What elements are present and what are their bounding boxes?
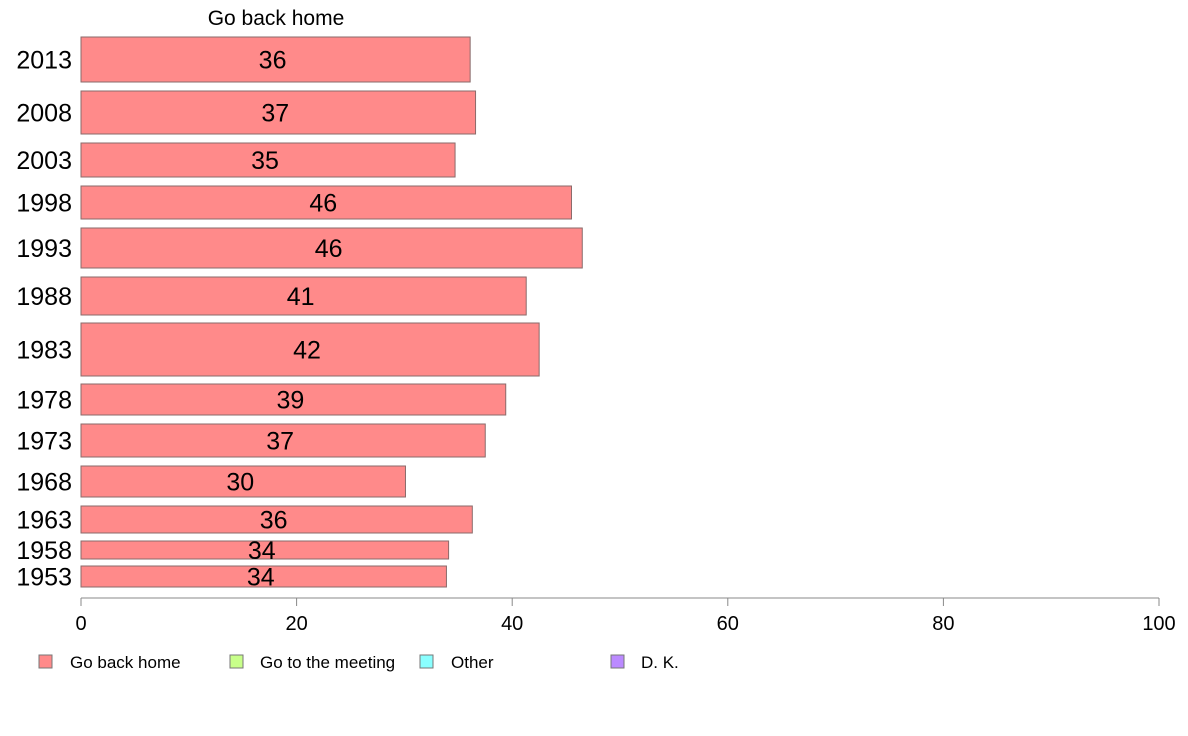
bar-1993 (80, 227, 583, 269)
x-axis: 0 20 40 60 80 100 (75, 597, 1176, 635)
bar-1958 (80, 540, 450, 560)
value-label-1953: 34 (247, 564, 275, 592)
category-label-1973: 1973 (16, 428, 72, 456)
category-label-1958: 1958 (16, 537, 72, 565)
category-label-1998: 1998 (16, 190, 72, 218)
category-label-2003: 2003 (16, 147, 72, 175)
category-label-1963: 1963 (16, 507, 72, 535)
bar-2013 (80, 36, 471, 83)
legend-label: Go to the meeting (260, 653, 395, 672)
category-label-1968: 1968 (16, 469, 72, 497)
value-label-1998: 46 (309, 190, 337, 218)
x-tick-label: 100 (1142, 613, 1175, 635)
value-label-1958: 34 (248, 537, 276, 565)
value-label-1983: 42 (293, 337, 321, 365)
x-tick-label: 60 (717, 613, 739, 635)
value-label-2013: 36 (259, 47, 287, 75)
legend-label: D. K. (641, 653, 679, 672)
category-label-1953: 1953 (16, 564, 72, 592)
bar-1988 (80, 276, 527, 316)
legend-item: Other (419, 653, 494, 672)
value-label-1988: 41 (287, 283, 315, 311)
category-label-1988: 1988 (16, 283, 72, 311)
legend-swatch (229, 654, 244, 669)
legend-item: Go to the meeting (229, 653, 395, 672)
bar-1978 (80, 383, 507, 416)
value-label-2008: 37 (261, 100, 289, 128)
value-label-1993: 46 (315, 235, 343, 263)
series-header: Go back home (208, 7, 345, 30)
x-tick-label: 40 (501, 613, 523, 635)
x-tick-label: 20 (285, 613, 307, 635)
value-label-1968: 30 (226, 469, 254, 497)
category-label-1978: 1978 (16, 387, 72, 415)
x-tick-label: 0 (75, 613, 86, 635)
legend-swatch (38, 654, 53, 669)
category-label-1983: 1983 (16, 337, 72, 365)
legend-item: Go back home (38, 653, 181, 672)
bar-1953 (80, 565, 447, 588)
legend-item: D. K. (610, 653, 679, 672)
value-label-1978: 39 (276, 387, 304, 415)
bar-1963 (80, 505, 473, 534)
value-label-2003: 35 (251, 147, 279, 175)
legend-swatch (610, 654, 625, 669)
bars-group (80, 36, 583, 588)
bar-1998 (80, 185, 572, 220)
bar-1968 (80, 465, 406, 498)
bar-1983 (80, 322, 540, 377)
bar-2008 (80, 90, 477, 135)
category-label-2008: 2008 (16, 100, 72, 128)
x-tick-label: 80 (932, 613, 954, 635)
legend-label: Go back home (70, 653, 181, 672)
value-label-1963: 36 (260, 507, 288, 535)
bar-2003 (80, 142, 456, 178)
category-labels: 2013 2008 2003 1998 1993 1988 1983 1978 1973 1968… (16, 47, 72, 592)
category-label-1993: 1993 (16, 235, 72, 263)
bar-1973 (80, 423, 486, 458)
legend-swatch (419, 654, 434, 669)
legend: Go back home Go to the meeting Other D. K. (38, 653, 679, 672)
category-label-2013: 2013 (16, 47, 72, 75)
value-label-1973: 37 (266, 428, 294, 456)
legend-label: Other (451, 653, 494, 672)
